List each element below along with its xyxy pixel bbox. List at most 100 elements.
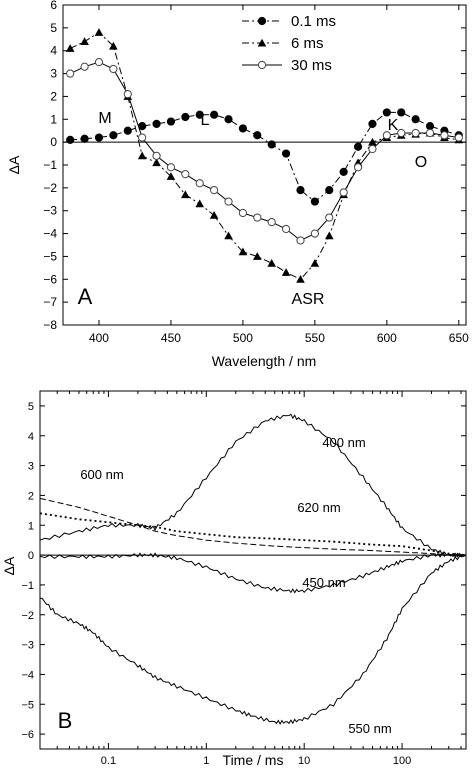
annotation-620nm: 620 nm [297,500,340,515]
panel-a-data-point [397,128,406,138]
panel-a-data-point [181,112,190,122]
panel-a-x-axis-label: Wavelength / nm [212,353,317,369]
panel-a-data-point [80,62,89,71]
panel-a-data-point [166,172,176,180]
panel-a-data-point [138,133,147,142]
panel-a-data-point [195,179,204,188]
panel-a-data-point [397,108,406,117]
panel-a-data-point [353,163,363,172]
panel-a-data-point [353,142,363,151]
panel-a-series-line-1 [69,31,459,280]
panel-a-data-point [123,126,132,135]
panel-a-data-point [210,186,219,195]
panel-b-y-tick-label: −1 [21,580,34,592]
panel-b-y-tick-label: −6 [21,729,34,741]
panel-b-trace-2 [39,512,467,556]
annotation-m: M [98,110,111,127]
panel-a-data-point [66,69,75,78]
panel-a-data-point [238,247,248,256]
annotation-k: K [388,117,399,134]
panel-b-y-tick-label: 5 [28,401,34,413]
panel-a-data-point [382,108,391,117]
panel-b-trace-4 [39,554,467,725]
panel-b-y-tick-label: 1 [28,520,34,532]
panel-a-data-point [238,208,248,218]
panel-a-x-tick-label: 450 [161,331,181,345]
panel-a-data-point [296,186,305,195]
panel-a-data-point [152,119,161,128]
panel-b-y-tick-label: 3 [28,461,34,473]
panel-a-y-tick-label: −5 [43,249,57,263]
panel-a-label: A [78,284,93,309]
panel-a-y-tick-label: 5 [50,21,57,35]
panel-a-data-point [425,128,435,138]
panel-a-y-tick-label: −3 [43,204,57,218]
panel-a-data-point [281,149,291,158]
panel-b-trace-3 [39,552,467,594]
panel-a-ticks: 400 450 500 550 600 650 −8 −7 −6 −5 −4 −3 −2 −1 0 1 2 3 4 5… [43,0,469,345]
panel-b-y-tick-label: −5 [21,699,34,711]
panel-a-data-point [66,135,75,144]
panel-a-x-tick-label: 400 [89,331,109,345]
panel-a-data-point [65,44,75,52]
panel-a-data-point [267,140,276,149]
panel-b-y-tick-label: −3 [21,640,34,652]
annotation-asr: ASR [292,291,325,308]
annotation-400nm: 400 nm [322,435,365,450]
panel-a-series-line-0 [70,111,459,203]
panel-a-data-point [253,213,262,222]
annotation-o: O [415,154,427,171]
panel-b-x-tick-label: 0.1 [101,755,116,767]
panel-b-x-tick-label: 100 [393,755,411,767]
panel-a-data-point [224,115,233,124]
panel-a-x-tick-label: 650 [449,331,469,345]
panel-a-data-point [411,128,420,138]
panel-a-data-point [281,268,291,276]
panel-b-y-tick-label: −2 [21,610,34,622]
panel-a-data-point [310,197,319,206]
panel-a-data-point [253,252,262,260]
panel-a-x-tick-label: 500 [233,331,253,345]
panel-a-x-tick-label: 550 [305,331,325,345]
panel-a: 400 450 500 550 600 650 −8 −7 −6 −5 −4 −3 −2 −1 0 1 2 3 4 5… [6,0,469,369]
annotation-l: L [201,112,210,129]
panel-a-data-point [253,131,262,140]
panel-a-data-point [195,199,205,208]
panel-a-data-point [166,163,176,172]
panel-a-y-tick-label: −6 [43,272,57,286]
panel-a-y-tick-label: −4 [43,227,57,241]
panel-a-y-tick-label: −2 [43,181,57,195]
panel-b-label: B [58,708,73,733]
legend-label: 6 ms [291,35,324,52]
panel-a-data-point [94,58,104,67]
annotation-600nm: 600 nm [80,467,123,482]
panel-a-data-point [310,229,319,238]
panel-a-data-point [166,117,176,126]
panel-a-data-point [210,110,219,119]
panel-a-y-tick-label: 2 [50,89,57,103]
panel-a-data-point [181,190,190,199]
panel-a-y-axis-label: ΔA [6,155,22,174]
panel-a-y-tick-label: 3 [50,67,57,81]
panel-a-data-point [109,64,118,74]
panel-a-data-point [267,218,276,227]
panel-b-x-axis-label: Time / ms [223,752,284,768]
panel-a-data-point [296,236,305,245]
panel-b-trace-0 [39,413,467,558]
legend-marker [257,16,267,26]
panel-a-data-point [238,124,248,133]
panel-a-data-point [425,122,435,131]
panel-b-trace-1 [39,497,466,556]
panel-a-data-point [195,110,204,119]
panel-a-data-point [224,231,233,240]
legend-label: 0.1 ms [291,13,336,30]
panel-a-data-point [454,133,463,142]
panel-a-data-point [152,158,161,167]
panel-a-data-point [224,197,233,206]
panel-a-series [65,28,464,283]
panel-a-y-tick-label: 0 [50,135,57,149]
panel-b-y-tick-label: 4 [28,431,34,443]
panel-b-y-tick-label: 0 [28,550,34,562]
annotation-550nm: 550 nm [348,721,391,736]
